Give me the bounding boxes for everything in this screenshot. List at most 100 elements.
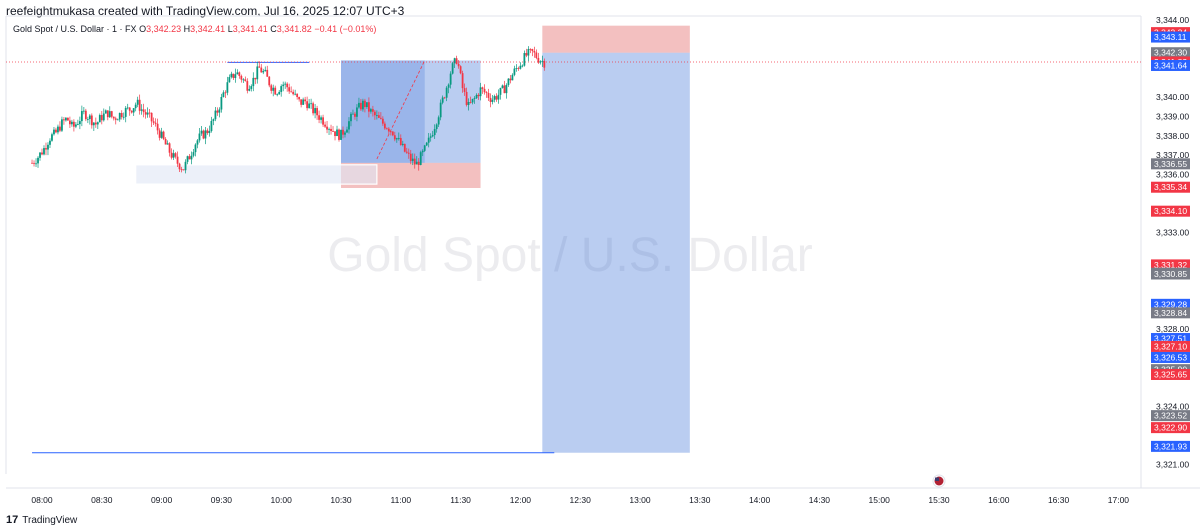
price-label-badge[interactable]: [1151, 340, 1190, 352]
candle-body: [443, 97, 446, 99]
candle-body: [214, 110, 217, 120]
footer-brand: 17 TradingView: [6, 514, 77, 526]
time-tick-label: 14:00: [749, 495, 771, 505]
candle-body: [184, 161, 187, 171]
candle-body: [316, 108, 318, 116]
price-label-badge[interactable]: [1151, 47, 1190, 59]
demand-zone-box[interactable]: [135, 164, 378, 185]
candle-body: [288, 87, 291, 92]
price-label-text: 3,323.52: [1154, 411, 1187, 421]
candle-body: [252, 77, 255, 87]
candle-body: [453, 58, 456, 64]
candle-body: [182, 169, 185, 171]
candle-body: [262, 70, 265, 73]
candle-body: [84, 110, 87, 120]
candle-body: [63, 119, 65, 121]
candle-body: [421, 150, 424, 153]
candle-body: [312, 103, 314, 114]
candle-body: [499, 87, 502, 95]
price-label-badge[interactable]: [1151, 351, 1190, 363]
candle-body: [437, 117, 440, 125]
candle-body: [210, 120, 213, 131]
price-label-badge[interactable]: [1151, 205, 1190, 217]
candle-body: [194, 144, 197, 153]
price-label-badge[interactable]: [1151, 368, 1190, 380]
price-label-badge[interactable]: [1151, 259, 1190, 271]
candle-body: [270, 85, 273, 91]
candle-body: [429, 136, 432, 138]
price-label-badge[interactable]: [1151, 307, 1190, 319]
candle-body: [88, 115, 91, 120]
tradingview-brand-text: TradingView: [22, 514, 78, 526]
candle-body: [427, 137, 430, 143]
short-stop-zone[interactable]: [542, 25, 690, 53]
candle-body: [407, 152, 410, 154]
candle-body: [298, 96, 301, 100]
candle-body: [160, 131, 163, 138]
price-label-text: 3,327.10: [1154, 341, 1187, 351]
candle-body: [238, 72, 241, 76]
candle-body: [541, 60, 544, 62]
candle-body: [57, 126, 59, 133]
candle-body: [244, 79, 247, 82]
candle-body: [360, 102, 362, 110]
candle-body: [166, 143, 169, 145]
candle-body: [314, 108, 316, 114]
candle-body: [354, 113, 356, 117]
price-tick-label: 3,339.00: [1156, 111, 1189, 121]
time-tick-label: 15:00: [869, 495, 891, 505]
time-tick-label: 12:00: [510, 495, 532, 505]
candle-body: [174, 153, 177, 157]
price-label-text: 3,326.53: [1154, 352, 1187, 362]
candle-body: [278, 91, 281, 95]
candle-body: [459, 66, 462, 74]
candle-body: [362, 100, 364, 110]
candle-body: [342, 129, 344, 135]
candle-body: [457, 63, 460, 67]
price-label-badge[interactable]: [1151, 59, 1190, 71]
candle-body: [272, 87, 275, 91]
candle-body: [366, 102, 368, 108]
candle-body: [206, 130, 209, 134]
candle-body: [164, 138, 167, 145]
candle-body: [152, 121, 155, 123]
candle-body: [192, 152, 195, 156]
price-label-badge[interactable]: [1151, 31, 1190, 43]
candle-body: [102, 113, 105, 121]
candle-body: [332, 131, 334, 132]
price-label-badge[interactable]: [1151, 410, 1190, 422]
price-label-text: 3,341.64: [1154, 60, 1187, 70]
candle-body: [140, 109, 143, 111]
short-target-zone[interactable]: [542, 52, 690, 453]
candle-body: [90, 115, 93, 126]
close-value: 3,341.82: [276, 24, 312, 34]
price-label-badge[interactable]: [1151, 181, 1190, 193]
candle-body: [156, 123, 159, 131]
candle-body: [447, 84, 450, 88]
credit-line: reefeightmukasa created with TradingView…: [6, 4, 405, 18]
price-label-badge[interactable]: [1151, 422, 1190, 434]
candle-body: [86, 119, 89, 120]
candle-body: [264, 69, 267, 71]
candle-body: [529, 48, 532, 50]
candle-body: [254, 77, 257, 80]
candle-body: [415, 161, 418, 165]
long-target-zone[interactable]: [341, 60, 481, 163]
price-label-badge[interactable]: [1151, 268, 1190, 280]
candle-body: [473, 98, 476, 99]
price-label-badge[interactable]: [1151, 440, 1190, 452]
candle-body: [200, 130, 203, 134]
symbol-name[interactable]: Gold Spot / U.S. Dollar · 1 · FX: [13, 24, 137, 34]
candle-body: [411, 158, 414, 161]
candle-body: [509, 78, 512, 81]
candle-body: [82, 110, 85, 112]
candle-body: [61, 119, 63, 131]
candle-body: [352, 113, 354, 115]
price-label-badge[interactable]: [1151, 158, 1190, 170]
candle-body: [391, 131, 394, 136]
price-label-badge[interactable]: [1151, 298, 1190, 310]
price-label-text: 3,335.34: [1154, 182, 1187, 192]
price-label-badge[interactable]: [1151, 333, 1190, 345]
symbol-legend: Gold Spot / U.S. Dollar · 1 · FX O3,342.…: [13, 24, 376, 34]
